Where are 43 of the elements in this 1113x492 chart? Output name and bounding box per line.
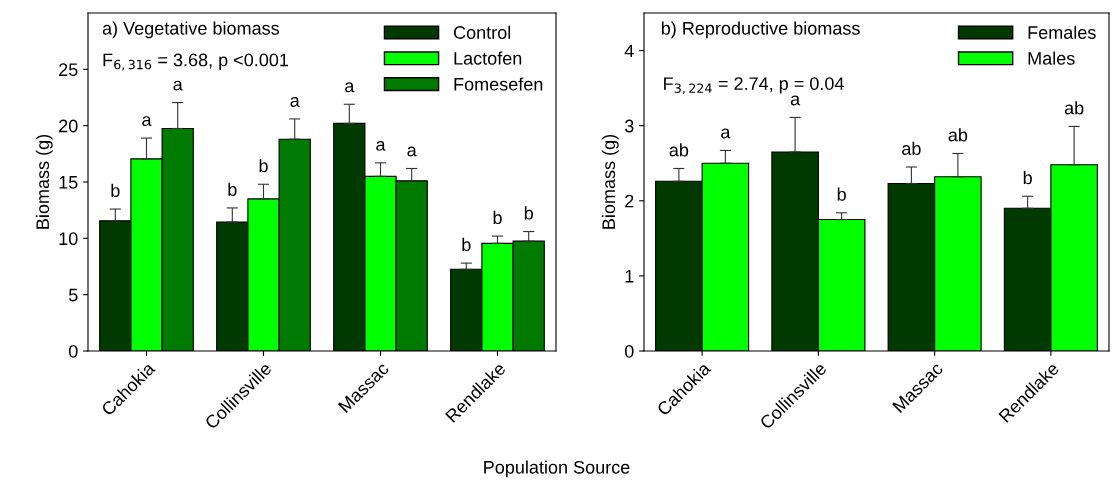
legend-label: Fomesefen [454, 77, 543, 91]
y-tick-label: 15 [59, 176, 78, 189]
data-label: b [228, 182, 237, 196]
data-label: ab [948, 128, 968, 142]
data-label: a [345, 82, 355, 93]
legend-label: Males [1028, 51, 1075, 65]
annotation: F$_{3,224}$ = 2.74, p = 0.04 [664, 77, 844, 95]
data-label: b [837, 187, 846, 201]
y-tick-label: 5 [68, 288, 78, 302]
data-label: a [173, 80, 183, 91]
data-label: a [790, 95, 801, 106]
data-label: ab [1064, 101, 1084, 115]
y-tick-label: 20 [59, 119, 78, 133]
y-tick-label: 1 [625, 270, 634, 283]
data-label: a [142, 116, 152, 127]
y-tick-label: 10 [59, 232, 78, 246]
legend-label: Lactofen [454, 51, 522, 65]
y-axis-title: Biomass (g) [601, 134, 619, 229]
data-label: b [524, 206, 533, 220]
data-label: ab [902, 141, 921, 155]
y-tick-label: 25 [59, 63, 78, 77]
chart-title: b) Reproductive biomass [661, 21, 860, 39]
data-label: a [721, 128, 731, 139]
legend-label: Control [453, 25, 511, 39]
y-axis-title: Biomass (g) [35, 134, 53, 229]
annotation: F$_{6,316}$ = 3.68, p <0.001 [103, 53, 289, 71]
data-label: a [290, 96, 300, 107]
y-tick-label: 3 [624, 119, 634, 133]
y-tick-label: 0 [624, 344, 634, 358]
y-tick-label: 0 [68, 344, 78, 358]
y-tick-label: 2 [625, 194, 634, 208]
x-axis-title: Population Source [484, 460, 630, 478]
data-label: ab [669, 143, 689, 157]
data-label: a [376, 140, 386, 151]
data-label: b [111, 183, 120, 198]
data-label: b [493, 210, 502, 225]
data-label: a [407, 146, 417, 157]
legend-label: Females [1028, 25, 1096, 39]
chart-title: a) Vegetative biomass [102, 21, 280, 39]
data-label: b [462, 237, 471, 252]
data-label: b [259, 158, 268, 173]
data-label: b [1023, 170, 1032, 185]
y-tick-label: 4 [624, 44, 634, 58]
